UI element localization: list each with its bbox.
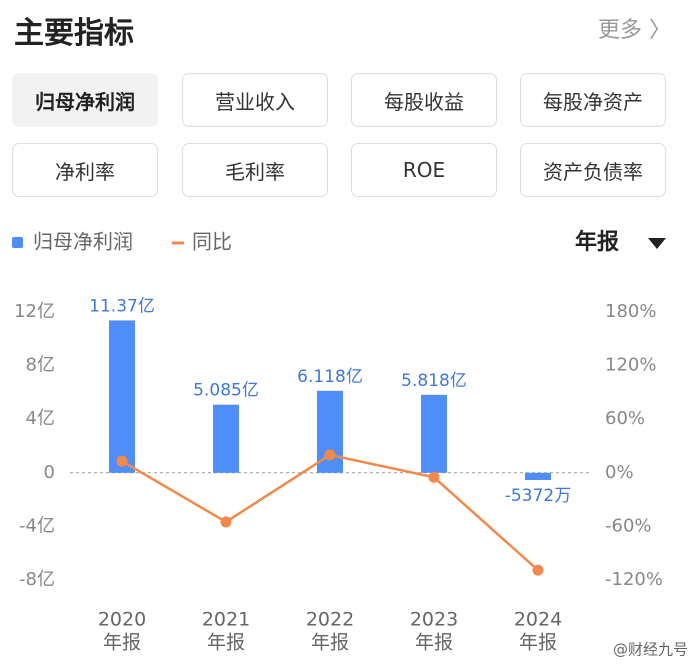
x-tick-sublabel: 年报 [207,632,245,654]
legend-label: 归母净利润 [33,230,133,254]
dropdown-arrow[interactable] [648,238,666,249]
value-label: -5372万 [505,486,571,506]
value-label: 6.118亿 [297,367,363,387]
y2-tick-label: 60% [605,408,645,429]
line-point [532,564,544,576]
watermark: @财经九号 [613,641,688,659]
legend-label: 同比 [192,230,232,254]
line-point [220,516,232,528]
x-tick-label: 2022 [306,609,354,631]
bar [213,404,239,473]
x-tick-sublabel: 年报 [103,632,141,654]
y-tick-label: -4亿 [19,515,55,536]
y2-tick-label: 120% [605,355,656,376]
y-tick-label: 12亿 [14,301,55,322]
page-title: 主要指标 [14,16,134,51]
x-tick-sublabel: 年报 [311,632,349,654]
x-tick-label: 2021 [202,609,250,631]
value-label: 11.37亿 [89,296,155,316]
y-tick-label: 8亿 [26,355,55,376]
x-tick-sublabel: 年报 [519,632,557,654]
x-tick-sublabel: 年报 [415,632,453,654]
line-point [324,449,336,461]
line-point [116,455,128,467]
tab[interactable]: 资产负债率 [520,143,666,197]
value-label: 5.085亿 [193,381,259,401]
line-point [428,471,440,483]
tab[interactable]: 每股收益 [351,73,497,127]
y2-tick-label: -60% [605,515,652,536]
bar [421,394,447,473]
legend-swatch [12,237,23,248]
more-link[interactable]: 更多 〉 [598,18,671,43]
tab[interactable]: 营业收入 [182,73,328,127]
y-tick-label: 0 [44,462,55,483]
x-tick-label: 2024 [514,609,562,631]
y2-tick-label: -120% [605,569,663,590]
period-selector[interactable]: 年报 [575,229,619,255]
y2-tick-label: 0% [605,462,634,483]
tab[interactable]: 毛利率 [182,143,328,197]
tab[interactable]: 归母净利润 [12,73,158,127]
bar [525,472,551,480]
tab[interactable]: 净利率 [12,143,158,197]
tab[interactable]: 每股净资产 [520,73,666,127]
bar [109,320,135,473]
value-label: 5.818亿 [401,371,467,391]
y-tick-label: 4亿 [26,408,55,429]
tab[interactable]: ROE [351,143,497,197]
y-tick-label: -8亿 [19,569,55,590]
x-tick-label: 2020 [98,609,146,631]
y2-tick-label: 180% [605,301,656,322]
x-tick-label: 2023 [410,609,458,631]
